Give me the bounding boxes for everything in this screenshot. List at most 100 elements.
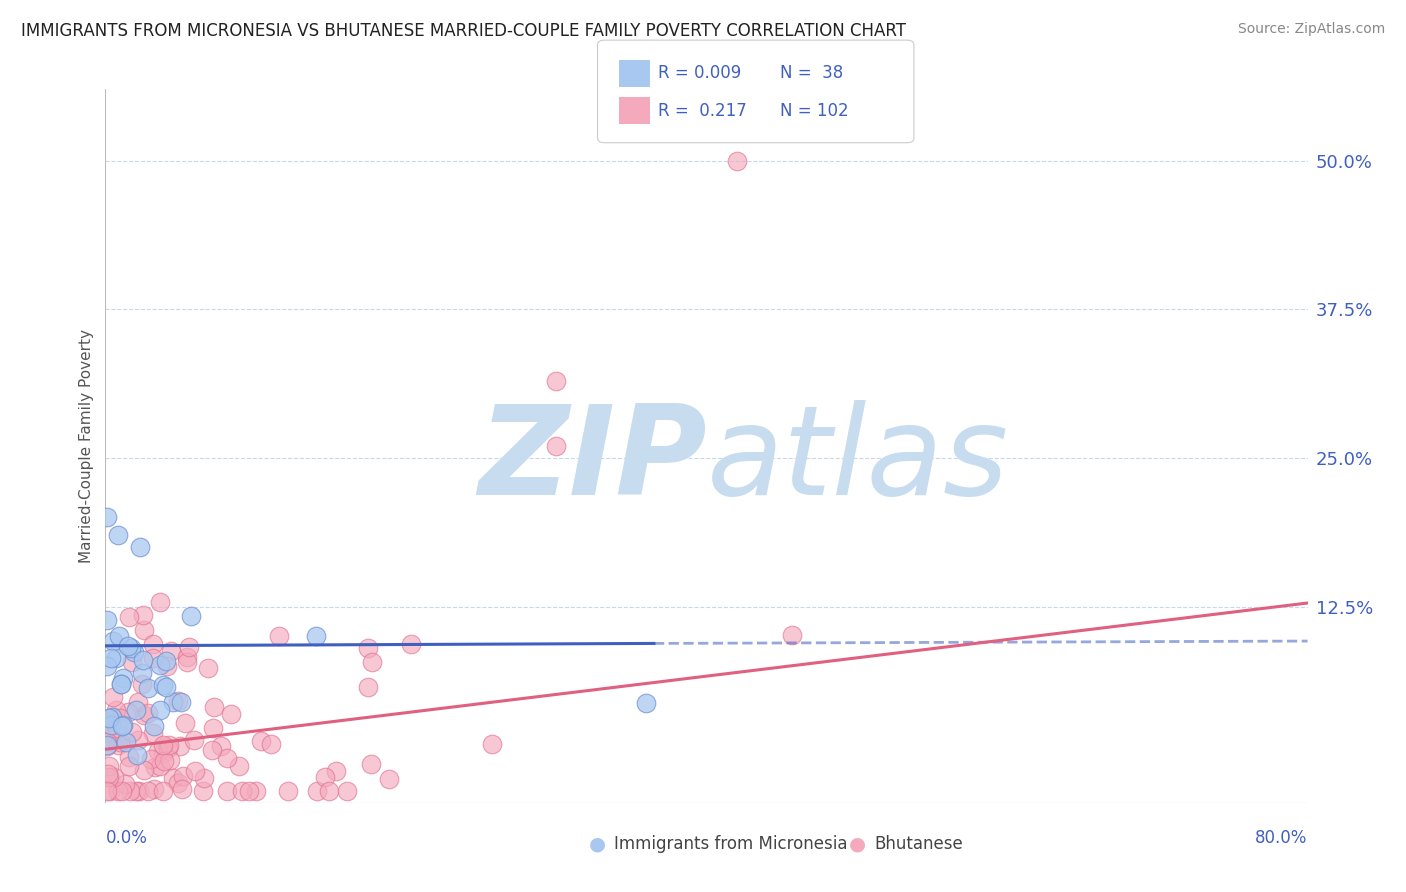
- Point: [149, 758, 172, 772]
- Point: [132, 608, 155, 623]
- Point: [132, 707, 155, 722]
- Point: [152, 746, 174, 760]
- Point: [377, 772, 399, 786]
- Point: [143, 760, 166, 774]
- Point: [481, 737, 503, 751]
- Point: [156, 741, 179, 756]
- Point: [155, 680, 177, 694]
- Point: [117, 639, 139, 653]
- Point: [96, 739, 118, 753]
- Text: Immigrants from Micronesia: Immigrants from Micronesia: [614, 835, 848, 853]
- Point: [636, 696, 658, 710]
- Point: [100, 715, 122, 730]
- Point: [305, 629, 328, 643]
- Point: [173, 715, 195, 730]
- Point: [361, 655, 384, 669]
- Text: 0.0%: 0.0%: [105, 829, 148, 847]
- Point: [146, 744, 169, 758]
- Point: [546, 439, 568, 453]
- Point: [156, 659, 179, 673]
- Point: [176, 655, 198, 669]
- Point: [103, 690, 125, 704]
- Point: [360, 756, 382, 771]
- Point: [110, 784, 132, 798]
- Point: [107, 738, 129, 752]
- Point: [176, 649, 198, 664]
- Point: [219, 707, 242, 722]
- Point: [155, 654, 177, 668]
- Point: [118, 758, 141, 772]
- Point: [305, 784, 328, 798]
- Point: [111, 718, 134, 732]
- Point: [96, 738, 118, 752]
- Text: ZIP: ZIP: [478, 400, 707, 521]
- Point: [96, 784, 118, 798]
- Text: 80.0%: 80.0%: [1256, 829, 1308, 847]
- Point: [159, 753, 181, 767]
- Text: N = 102: N = 102: [780, 102, 849, 120]
- Point: [110, 677, 132, 691]
- Point: [131, 665, 153, 680]
- Point: [142, 651, 165, 665]
- Point: [399, 637, 422, 651]
- Point: [546, 374, 568, 388]
- Point: [215, 784, 238, 798]
- Point: [249, 733, 271, 747]
- Point: [336, 784, 359, 798]
- Point: [202, 700, 225, 714]
- Point: [143, 781, 166, 796]
- Point: [97, 770, 120, 784]
- Point: [197, 661, 219, 675]
- Point: [115, 735, 138, 749]
- Point: [100, 724, 122, 739]
- Point: [152, 739, 174, 753]
- Point: [139, 751, 162, 765]
- Point: [127, 733, 149, 747]
- Point: [201, 722, 224, 736]
- Point: [149, 595, 172, 609]
- Text: N =  38: N = 38: [780, 64, 844, 82]
- Point: [215, 751, 238, 765]
- Point: [96, 659, 118, 673]
- Point: [152, 678, 174, 692]
- Point: [191, 784, 214, 798]
- Point: [112, 718, 135, 732]
- Point: [121, 725, 143, 739]
- Point: [318, 784, 340, 798]
- Point: [167, 694, 190, 708]
- Point: [162, 695, 184, 709]
- Point: [107, 528, 129, 542]
- Point: [357, 680, 380, 694]
- Text: Bhutanese: Bhutanese: [875, 835, 963, 853]
- Point: [118, 610, 141, 624]
- Point: [124, 703, 146, 717]
- Point: [167, 776, 190, 790]
- Point: [157, 738, 180, 752]
- Point: [152, 754, 174, 768]
- Text: atlas: atlas: [707, 400, 1008, 521]
- Point: [148, 703, 170, 717]
- Point: [107, 784, 129, 798]
- Point: [121, 655, 143, 669]
- Point: [128, 784, 150, 798]
- Point: [209, 739, 232, 754]
- Point: [101, 710, 124, 724]
- Point: [238, 784, 260, 798]
- Point: [267, 629, 290, 643]
- Text: IMMIGRANTS FROM MICRONESIA VS BHUTANESE MARRIED-COUPLE FAMILY POVERTY CORRELATIO: IMMIGRANTS FROM MICRONESIA VS BHUTANESE …: [21, 22, 905, 40]
- Point: [101, 634, 124, 648]
- Point: [114, 777, 136, 791]
- Point: [110, 735, 132, 749]
- Point: [103, 710, 125, 724]
- Text: ●: ●: [849, 834, 866, 853]
- Point: [183, 733, 205, 747]
- Point: [108, 629, 131, 643]
- Point: [228, 759, 250, 773]
- Point: [131, 677, 153, 691]
- Point: [132, 623, 155, 637]
- Point: [142, 719, 165, 733]
- Point: [170, 782, 193, 797]
- Point: [127, 695, 149, 709]
- Point: [96, 613, 118, 627]
- Point: [725, 153, 748, 168]
